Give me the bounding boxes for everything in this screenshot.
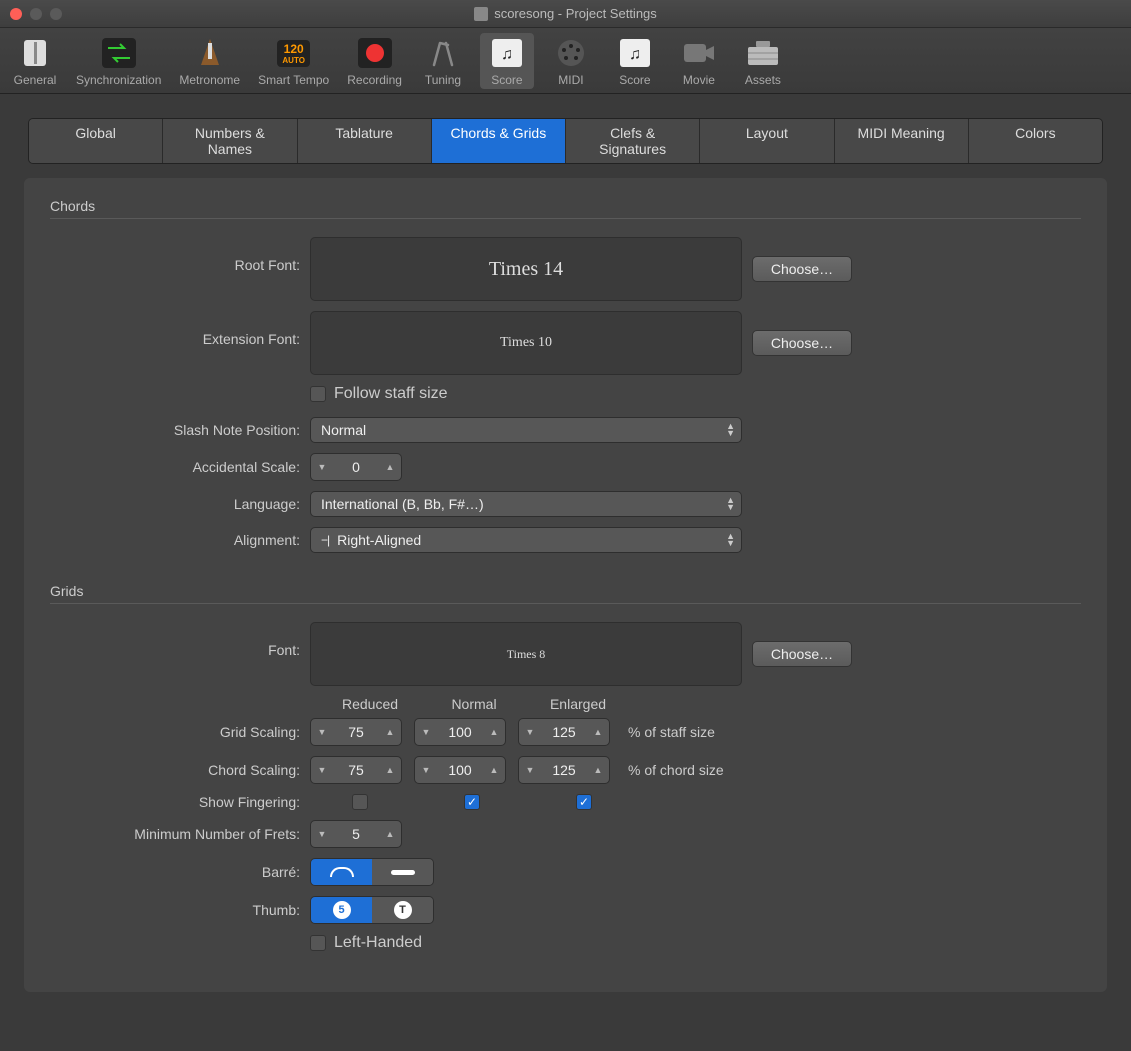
chord-scaling-reduced-stepper[interactable]: ▼75▲ (310, 756, 402, 784)
document-icon (474, 7, 488, 21)
root-font-label: Root Font: (50, 237, 310, 273)
subtabs: Global Numbers & Names Tablature Chords … (28, 118, 1103, 164)
barre-label: Barré: (50, 864, 310, 880)
language-select[interactable]: International (B, Bb, F#…) ▲▼ (310, 491, 742, 517)
svg-text:♫: ♫ (629, 46, 641, 63)
show-fingering-reduced-checkbox[interactable] (352, 794, 368, 810)
align-right-icon: −| (321, 533, 329, 547)
barre-arc-option[interactable] (311, 859, 372, 885)
grid-scaling-enlarged-stepper[interactable]: ▼125▲ (518, 718, 610, 746)
thumb-letter-option[interactable]: T (372, 897, 433, 923)
settings-panel: Chords Root Font: Times 14 Choose… Exten… (24, 178, 1107, 992)
barre-segmented[interactable] (310, 858, 434, 886)
show-fingering-label: Show Fingering: (50, 794, 310, 810)
show-fingering-enlarged-checkbox[interactable] (576, 794, 592, 810)
follow-staff-size-checkbox[interactable] (310, 386, 326, 402)
accidental-scale-label: Accidental Scale: (50, 459, 310, 475)
toolbar-score[interactable]: ♫ Score (480, 33, 534, 89)
stepper-down-icon[interactable]: ▼ (311, 454, 333, 480)
chord-scaling-normal-stepper[interactable]: ▼100▲ (414, 756, 506, 784)
toolbar-general[interactable]: General (8, 33, 62, 89)
grid-scaling-suffix: % of staff size (628, 724, 715, 740)
svg-text:♫: ♫ (501, 46, 513, 63)
toolbar-assets[interactable]: Assets (736, 33, 790, 89)
toolbar-synchronization[interactable]: Synchronization (72, 33, 165, 89)
barre-bar-option[interactable] (372, 859, 433, 885)
subtab-midi-meaning[interactable]: MIDI Meaning (835, 119, 969, 163)
alignment-select[interactable]: −| Right-Aligned ▲▼ (310, 527, 742, 553)
toolbar-recording[interactable]: Recording (343, 33, 406, 89)
grids-font-choose-button[interactable]: Choose… (752, 641, 852, 667)
grid-scaling-label: Grid Scaling: (50, 724, 310, 740)
grid-scaling-reduced-stepper[interactable]: ▼75▲ (310, 718, 402, 746)
window-title: scoresong - Project Settings (494, 6, 657, 21)
subtab-tablature[interactable]: Tablature (298, 119, 432, 163)
titlebar: scoresong - Project Settings (0, 0, 1131, 28)
accidental-scale-stepper[interactable]: ▼ 0 ▲ (310, 453, 402, 481)
thumb-number-option[interactable]: 5 (311, 897, 372, 923)
left-handed-checkbox[interactable] (310, 935, 326, 951)
minimize-button[interactable] (30, 8, 42, 20)
extension-font-preview: Times 10 (310, 311, 742, 375)
grids-font-label: Font: (50, 622, 310, 658)
show-fingering-normal-checkbox[interactable] (464, 794, 480, 810)
barre-bar-icon (391, 870, 415, 875)
left-handed-label: Left-Handed (334, 934, 422, 952)
grids-font-preview: Times 8 (310, 622, 742, 686)
thumb-letter-icon: T (394, 901, 412, 919)
root-font-preview: Times 14 (310, 237, 742, 301)
close-button[interactable] (10, 8, 22, 20)
extension-font-label: Extension Font: (50, 311, 310, 347)
subtab-clefs-signatures[interactable]: Clefs & Signatures (566, 119, 700, 163)
subtab-colors[interactable]: Colors (969, 119, 1102, 163)
grid-scaling-normal-stepper[interactable]: ▼100▲ (414, 718, 506, 746)
min-frets-stepper[interactable]: ▼5▲ (310, 820, 402, 848)
chords-section-title: Chords (50, 198, 1081, 214)
thumb-number-icon: 5 (333, 901, 351, 919)
scaling-column-headers: Reduced Normal Enlarged (320, 696, 1081, 712)
barre-arc-icon (330, 867, 354, 877)
toolbar-movie[interactable]: Movie (672, 33, 726, 89)
slash-note-position-label: Slash Note Position: (50, 422, 310, 438)
toolbar-score-2[interactable]: ♫ Score (608, 33, 662, 89)
subtab-chords-grids[interactable]: Chords & Grids (432, 119, 566, 163)
thumb-label: Thumb: (50, 902, 310, 918)
subtab-layout[interactable]: Layout (700, 119, 834, 163)
toolbar-tuning[interactable]: Tuning (416, 33, 470, 89)
subtab-numbers-names[interactable]: Numbers & Names (163, 119, 297, 163)
toolbar-metronome[interactable]: Metronome (175, 33, 244, 89)
chord-scaling-enlarged-stepper[interactable]: ▼125▲ (518, 756, 610, 784)
thumb-segmented[interactable]: 5 T (310, 896, 434, 924)
slash-note-position-select[interactable]: Normal ▲▼ (310, 417, 742, 443)
chord-scaling-suffix: % of chord size (628, 762, 724, 778)
grids-section-title: Grids (50, 583, 1081, 599)
chord-scaling-label: Chord Scaling: (50, 762, 310, 778)
window-controls (10, 8, 62, 20)
follow-staff-size-label: Follow staff size (334, 385, 448, 403)
min-frets-label: Minimum Number of Frets: (50, 826, 310, 842)
alignment-label: Alignment: (50, 532, 310, 548)
toolbar: General Synchronization Metronome 120AUT… (0, 28, 1131, 94)
root-font-choose-button[interactable]: Choose… (752, 256, 852, 282)
stepper-up-icon[interactable]: ▲ (379, 454, 401, 480)
toolbar-smart-tempo[interactable]: 120AUTO Smart Tempo (254, 33, 333, 89)
toolbar-midi[interactable]: MIDI (544, 33, 598, 89)
subtab-global[interactable]: Global (29, 119, 163, 163)
zoom-button[interactable] (50, 8, 62, 20)
extension-font-choose-button[interactable]: Choose… (752, 330, 852, 356)
language-label: Language: (50, 496, 310, 512)
